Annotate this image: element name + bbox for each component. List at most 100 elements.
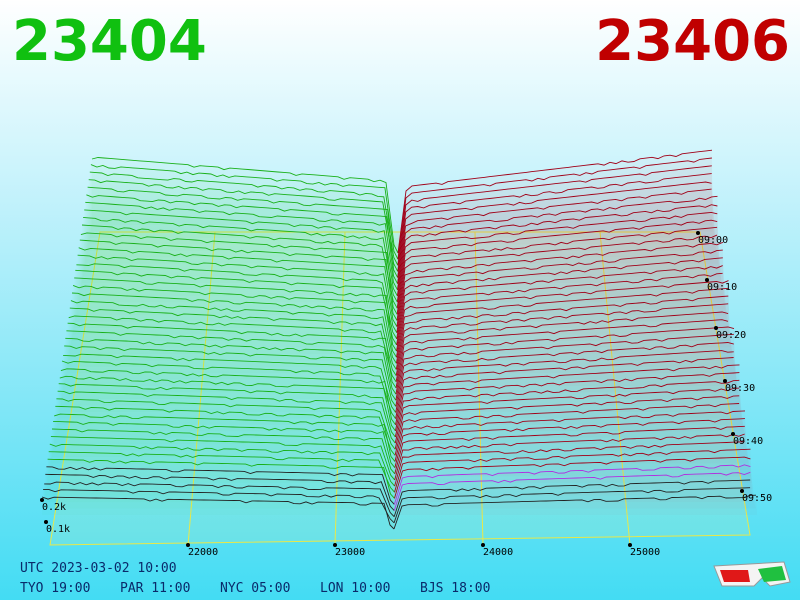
bid-line [72, 284, 397, 358]
ask-line [396, 219, 718, 309]
bid-line [84, 209, 398, 297]
time-label: 09:50 [742, 493, 772, 504]
bid-line [91, 157, 399, 254]
bid-line [75, 269, 398, 346]
time-label: 09:20 [716, 330, 746, 341]
ask-line [396, 211, 718, 303]
ask-line [396, 280, 729, 358]
depth-lines [41, 149, 757, 530]
city-time: TYO 19:00 [20, 581, 90, 596]
floor-grid [49, 231, 751, 546]
bid-line [56, 398, 396, 450]
tick-dot [186, 543, 190, 547]
ask-line [395, 303, 729, 376]
bid-line [66, 330, 397, 395]
ask-line [393, 487, 751, 524]
ask-line [394, 410, 746, 462]
bid-line [54, 413, 396, 462]
price-label: 23000 [335, 547, 365, 558]
tick-dot [44, 520, 48, 524]
ask-line [397, 195, 718, 290]
ask-line [397, 149, 713, 254]
ask-line [397, 165, 712, 266]
bid-line [77, 254, 398, 333]
bid-line [48, 451, 395, 493]
ask-line [393, 464, 751, 505]
bid-line [65, 337, 397, 401]
price-label: 25000 [630, 547, 660, 558]
ask-line [397, 181, 712, 278]
tick-dot [628, 543, 632, 547]
bid-line [58, 383, 396, 438]
ask-line [394, 379, 740, 438]
bid-line [64, 345, 397, 407]
bid-line [60, 368, 396, 425]
volume-label: 0.2k [42, 502, 66, 513]
bid-line [45, 473, 395, 511]
time-label: 09:00 [698, 235, 728, 246]
tick-dot [481, 543, 485, 547]
ask-line [393, 494, 757, 530]
ask-price: 23406 [595, 9, 790, 74]
utc-time: UTC 2023-03-02 10:00 [20, 561, 177, 576]
ask-line [395, 357, 734, 419]
ask-line [396, 272, 723, 352]
time-label: 09:30 [725, 383, 755, 394]
bid-line [57, 390, 396, 444]
bid-line [43, 488, 395, 524]
bid-line [88, 179, 399, 272]
bid-line [49, 443, 395, 487]
ask-line [396, 241, 724, 327]
tick-dot [333, 543, 337, 547]
bid-price: 23404 [12, 9, 207, 74]
tick-dot [696, 231, 700, 235]
ask-line [394, 403, 740, 456]
ask-line [395, 311, 729, 382]
bid-line [41, 496, 395, 530]
time-label: 09:10 [707, 282, 737, 293]
ask-line [394, 425, 745, 474]
bid-line [71, 292, 397, 364]
ask-line [397, 188, 712, 284]
time-label: 09:40 [733, 436, 763, 447]
bid-line [81, 224, 398, 309]
bid-line [46, 466, 395, 505]
bid-line [63, 353, 397, 413]
ask-line [395, 364, 740, 425]
3d-glasses-icon [713, 561, 791, 587]
bid-line [86, 194, 398, 284]
bid-line [67, 322, 397, 389]
ask-line [396, 257, 723, 339]
bid-line [59, 375, 396, 432]
ask-line [395, 295, 729, 370]
bid-line [76, 263, 398, 340]
ask-line [394, 448, 751, 493]
ask-line [395, 342, 734, 407]
bid-line [80, 232, 398, 315]
ask-line [396, 265, 723, 346]
axis-labels: 22000 23000 24000 25000 09:00 09:10 09:20 09:30… [40, 231, 772, 558]
bid-line [55, 405, 396, 456]
tick-dot [731, 432, 735, 436]
ask-line [395, 287, 729, 364]
bid-line [51, 428, 396, 475]
ask-line [395, 319, 729, 389]
bid-line [61, 360, 396, 419]
bid-line [87, 186, 399, 278]
tick-dot [723, 379, 727, 383]
ask-line [394, 372, 740, 431]
ask-line [395, 350, 734, 413]
price-label: 24000 [483, 547, 513, 558]
city-time: PAR 11:00 [120, 581, 190, 596]
ask-line [394, 387, 740, 444]
bid-line [69, 307, 397, 376]
tick-dot [714, 326, 718, 330]
price-label: 22000 [188, 547, 218, 558]
ask-line [393, 479, 751, 517]
bid-line [68, 315, 397, 383]
city-time: BJS 18:00 [420, 581, 490, 596]
ask-line [395, 333, 734, 401]
ask-line [394, 456, 751, 499]
bid-line [89, 171, 399, 266]
